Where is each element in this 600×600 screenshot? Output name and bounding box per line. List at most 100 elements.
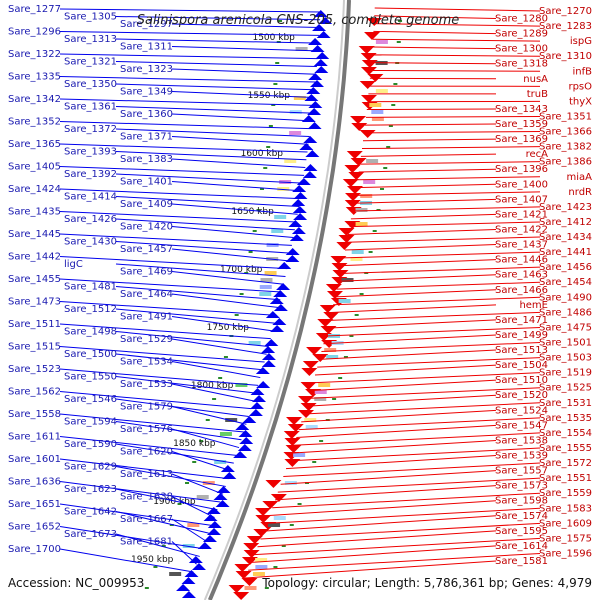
leader-line-right [341,259,497,267]
feature-block [305,425,318,429]
gene-label-right: Sare_1382 [539,142,592,153]
gene-arrow-right-strand [360,95,377,103]
gene-label-left: Sare_1511 [8,319,61,330]
gene-label-left: Sare_1435 [8,207,61,218]
leader-line-right [323,334,497,345]
leader-line-left [171,113,312,122]
marker-dash [398,20,403,22]
leader-line-right [333,296,541,306]
gene-arrow-right-strand [320,326,337,334]
gene-label-right: recA [526,149,549,160]
leader-line-left [171,496,215,519]
gene-label-right: Sare_1280 [495,14,548,25]
leader-line-left [59,548,194,573]
feature-block [255,558,268,562]
scale-label: 1500 kbp [252,33,295,43]
marker-dash [212,398,217,400]
leader-line-left [171,293,279,309]
feature-block [366,159,379,163]
feature-block [304,418,317,422]
leader-line-right [366,108,497,111]
gene-label-left: Sare_1667 [120,514,173,525]
leader-line-right [296,424,497,438]
gene-label-right: Sare_1456 [539,262,592,273]
feature-block [371,110,384,114]
leader-line-left [171,91,315,99]
leader-line-left [171,203,298,215]
gene-label-left: Sare_1311 [120,42,173,53]
gene-arrow-right-strand [361,60,378,68]
gene-label-right: Sare_1598 [495,496,548,507]
gene-label-right: rpsO [568,81,592,92]
leader-line-left [115,331,269,347]
leader-line-right [254,537,541,556]
leader-line-left [115,286,281,301]
gene-label-right: Sare_1513 [495,345,548,356]
gene-arrow-left-strand [188,556,203,563]
leader-line-left [171,338,267,355]
gene-arrow-right-strand [344,200,361,208]
gene-label-left: Sare_1352 [8,117,61,128]
gene-label-right: Sare_1555 [539,443,592,454]
feature-block [363,180,376,184]
gene-tracks [144,10,403,600]
feature-block [225,418,238,422]
gene-arrow-right-strand [364,32,381,40]
gene-label-right: Sare_1310 [539,51,592,62]
gene-arrow-right-strand [331,263,348,271]
gene-label-right: Sare_1538 [495,435,548,446]
gene-arrow-left-strand [313,10,328,17]
gene-arrow-right-strand [285,445,302,453]
gene-label-right: Sare_1501 [539,338,592,349]
gene-arrow-right-strand [302,361,319,369]
summary-text: Topology: circular; Length: 5,786,361 bp… [261,576,592,590]
gene-arrow-left-strand [197,542,212,549]
feature-block [255,565,268,569]
leader-line-left [59,368,259,386]
leader-line-right [291,439,497,454]
gene-label-right: Sare_1396 [495,164,548,175]
leader-line-right [372,38,541,42]
gene-label-right: nusA [523,74,548,85]
leader-line-left [59,233,292,246]
gene-label-left: Sare_1529 [120,334,173,345]
gene-arrow-right-strand [233,592,250,600]
marker-dash [177,503,182,505]
leader-line-right [305,394,497,407]
marker-dash [234,314,239,316]
leader-line-left [171,383,254,402]
gene-label-right: Sare_1421 [495,209,548,220]
leader-line-left [59,166,305,176]
gene-arrow-right-strand [300,403,317,411]
gene-arrow-left-strand [307,122,322,129]
gene-label-left: Sare_1481 [64,282,117,293]
gene-arrow-right-strand [243,543,260,551]
gene-arrow-left-strand [235,423,250,430]
gene-label-left: Sare_1652 [8,522,61,533]
gene-label-right: Sare_1475 [539,322,592,333]
leader-line-right [317,357,541,368]
map-title: Salinispora arenicola CNS-205, complete … [137,13,459,28]
leader-line-left [115,511,209,534]
gene-arrow-right-strand [348,172,365,180]
feature-block [259,285,272,289]
marker-dash [332,398,337,400]
gene-arrow-right-strand [243,550,260,558]
gene-label-right: Sare_1596 [539,548,592,559]
leader-line-left [171,226,294,239]
gene-label-left: Sare_1383 [120,154,173,165]
gene-arrow-left-strand [288,220,303,227]
marker-dash [266,146,271,148]
gene-label-left: Sare_1321 [64,57,117,68]
marker-dash [343,356,348,358]
feature-block [244,586,257,590]
marker-dash [396,41,401,43]
gene-arrow-left-strand [302,171,317,178]
gene-arrow-left-strand [272,318,287,325]
feature-block [252,572,265,576]
gene-arrow-right-strand [285,417,302,425]
leader-line-left [115,151,307,161]
leader-line-right [325,326,541,337]
marker-dash [354,314,359,316]
gene-arrow-left-strand [273,304,288,311]
